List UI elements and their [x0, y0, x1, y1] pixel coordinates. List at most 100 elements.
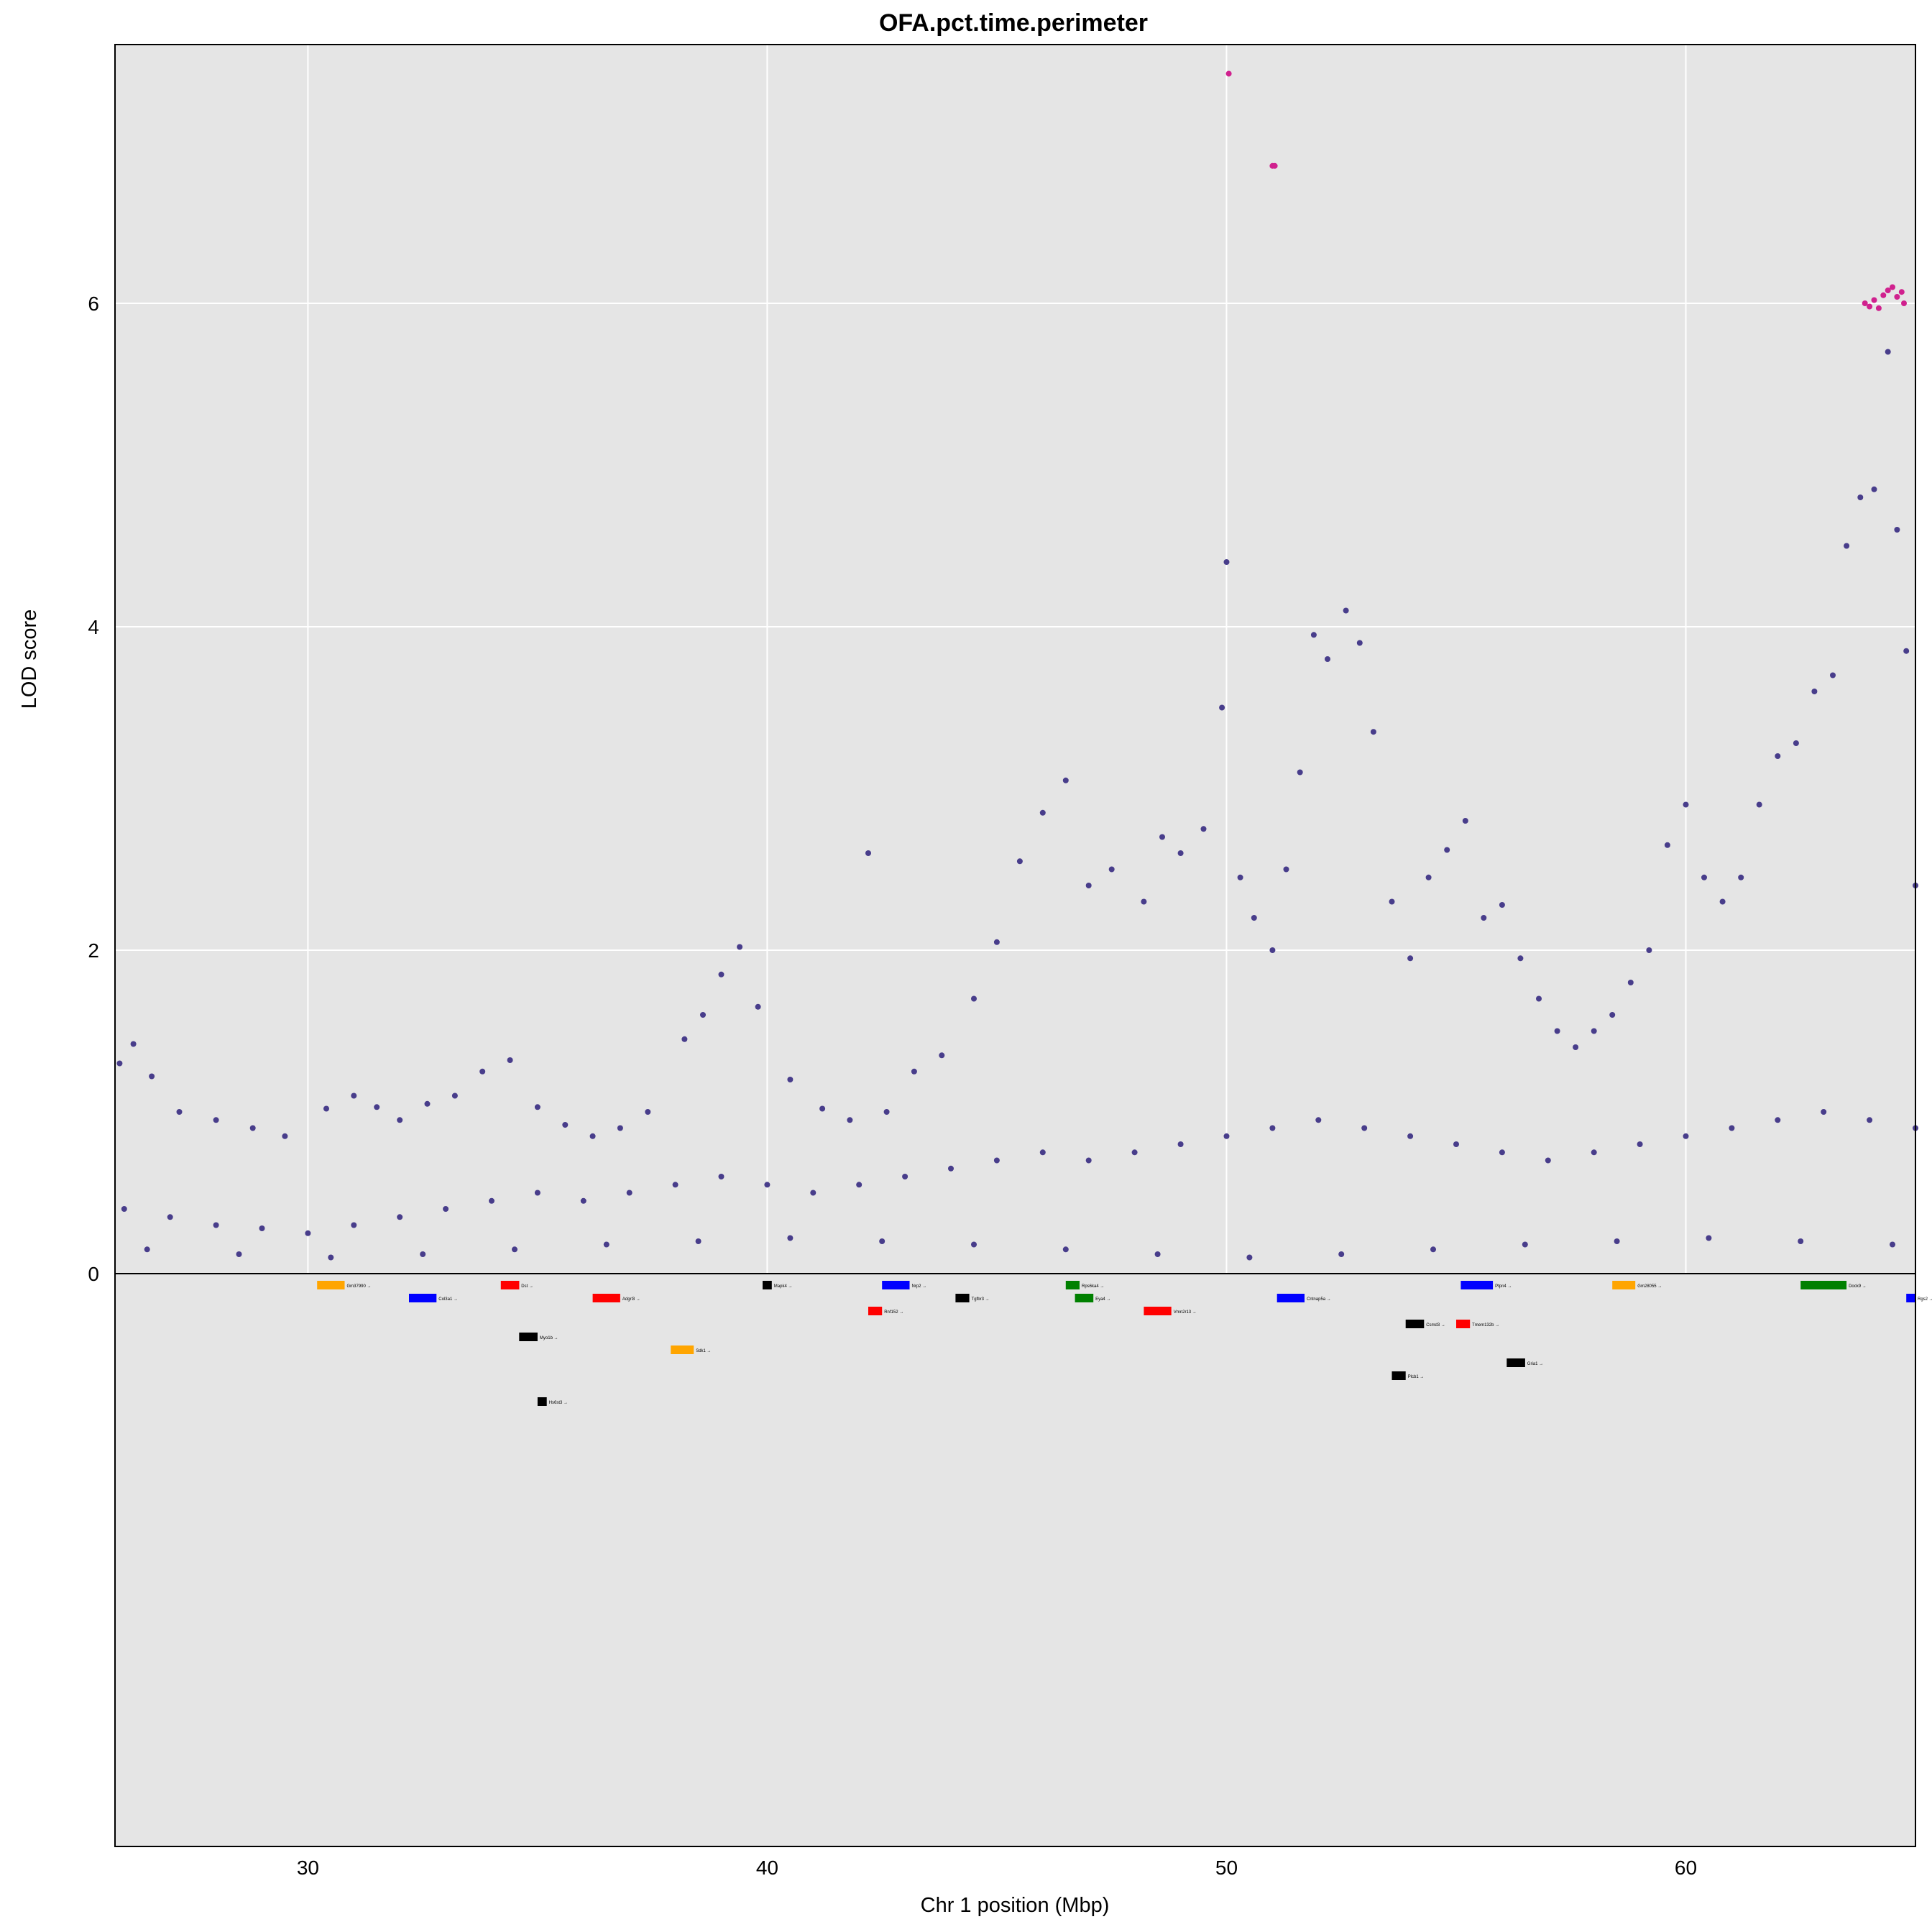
lod-point: [787, 1235, 794, 1241]
lod-point: [1573, 1044, 1579, 1050]
lod-point: [737, 944, 743, 950]
gene-label: Dock9 →: [1849, 1284, 1867, 1289]
lod-point: [1867, 1117, 1873, 1123]
gene-bar: [537, 1397, 547, 1406]
gene-bar: [1065, 1281, 1080, 1289]
gene-label: Rps6ka4 →: [1082, 1284, 1104, 1289]
lod-point: [1200, 826, 1207, 832]
lod-point: [1039, 1149, 1046, 1156]
gene-label: Ptpn4 →: [1495, 1284, 1512, 1289]
lod-point: [1430, 1246, 1436, 1253]
x-axis-label: Chr 1 position (Mbp): [921, 1894, 1110, 1917]
peak-point: [1885, 288, 1891, 293]
lod-point: [323, 1105, 329, 1112]
lod-point: [1701, 874, 1707, 880]
lod-point: [1614, 1238, 1620, 1244]
lod-point: [1062, 777, 1069, 783]
lod-point: [1219, 704, 1225, 711]
lod-point: [451, 1092, 458, 1099]
lod-point: [305, 1230, 311, 1236]
lod-point: [1499, 1149, 1505, 1156]
lod-point: [116, 1060, 123, 1067]
lod-point: [1141, 898, 1147, 905]
lod-point: [1627, 980, 1634, 985]
lod-point: [397, 1117, 403, 1123]
gene-bar: [409, 1294, 437, 1302]
lod-point: [971, 1241, 977, 1248]
lod-point: [534, 1104, 540, 1110]
peak-point: [1890, 284, 1895, 290]
lod-point: [1646, 947, 1652, 953]
peak-point: [1898, 289, 1905, 295]
gene-label: Col3a1 →: [438, 1297, 458, 1302]
y-tick-label: 4: [88, 616, 99, 638]
lod-point: [1159, 834, 1165, 840]
peak-point: [1867, 303, 1873, 310]
lod-point: [1775, 1117, 1781, 1123]
lod-point: [1545, 1157, 1551, 1164]
lod-point: [911, 1068, 917, 1075]
lod-point: [1719, 898, 1726, 905]
lod-point: [764, 1182, 770, 1188]
lod-point: [1903, 648, 1910, 654]
gene-bar: [763, 1281, 772, 1289]
lod-point: [149, 1073, 155, 1080]
lod-point: [562, 1122, 569, 1128]
lod-point: [1343, 607, 1349, 614]
gene-bar: [1460, 1281, 1494, 1289]
lod-point: [1283, 866, 1289, 873]
lod-point: [681, 1036, 688, 1042]
y-axis-label: LOD score: [18, 610, 41, 709]
lod-point: [1729, 1125, 1735, 1131]
gene-label: Tmem132b →: [1472, 1323, 1499, 1328]
lod-point: [1637, 1141, 1643, 1147]
lod-point: [397, 1214, 403, 1220]
lod-point: [1407, 955, 1414, 962]
lod-point: [1154, 1251, 1161, 1257]
peak-point: [1901, 300, 1907, 306]
lod-point: [589, 1133, 596, 1139]
lod-point: [1108, 866, 1115, 873]
lod-point: [259, 1225, 265, 1231]
gene-label: Myo1b →: [540, 1336, 558, 1340]
lod-point: [865, 850, 871, 856]
lod-point: [1664, 842, 1670, 848]
lod-point: [1315, 1117, 1322, 1123]
lod-point: [479, 1068, 486, 1075]
lod-point: [176, 1109, 183, 1115]
lod-point: [700, 1012, 706, 1018]
lod-point: [948, 1165, 954, 1172]
lod-point: [144, 1246, 150, 1253]
lod-point: [718, 971, 724, 978]
gene-label: Sdk1 →: [696, 1349, 711, 1353]
lod-point: [1591, 1149, 1597, 1156]
x-tick-label: 30: [297, 1857, 319, 1879]
lod-point: [617, 1125, 623, 1131]
lod-point: [1016, 858, 1023, 865]
lod-point: [1793, 740, 1799, 746]
x-tick-label: 60: [1675, 1857, 1697, 1879]
lod-point: [1738, 874, 1744, 880]
gene-bar: [1144, 1307, 1172, 1315]
lod-point: [1830, 672, 1836, 678]
gene-label: Gria1 →: [1527, 1362, 1543, 1366]
peak-point: [1880, 292, 1887, 298]
lod-point: [130, 1041, 137, 1047]
gene-label: Rnf152 →: [884, 1310, 903, 1315]
gene-bar: [1612, 1281, 1636, 1289]
lod-point: [1706, 1235, 1712, 1241]
lod-point: [534, 1190, 540, 1196]
lod-point: [883, 1109, 890, 1115]
lod-point: [718, 1174, 724, 1179]
lod-point: [1223, 559, 1230, 565]
lod-point: [879, 1238, 886, 1244]
gene-label: Nrp2 →: [912, 1284, 927, 1289]
lod-point: [1811, 689, 1818, 694]
lod-point: [1756, 801, 1762, 808]
lod-point: [787, 1077, 794, 1082]
gene-panel-background: [115, 1274, 1915, 1846]
lod-point: [580, 1197, 586, 1204]
lod-point: [1425, 874, 1432, 880]
x-tick-label: 40: [756, 1857, 778, 1879]
lod-point: [1798, 1238, 1804, 1244]
